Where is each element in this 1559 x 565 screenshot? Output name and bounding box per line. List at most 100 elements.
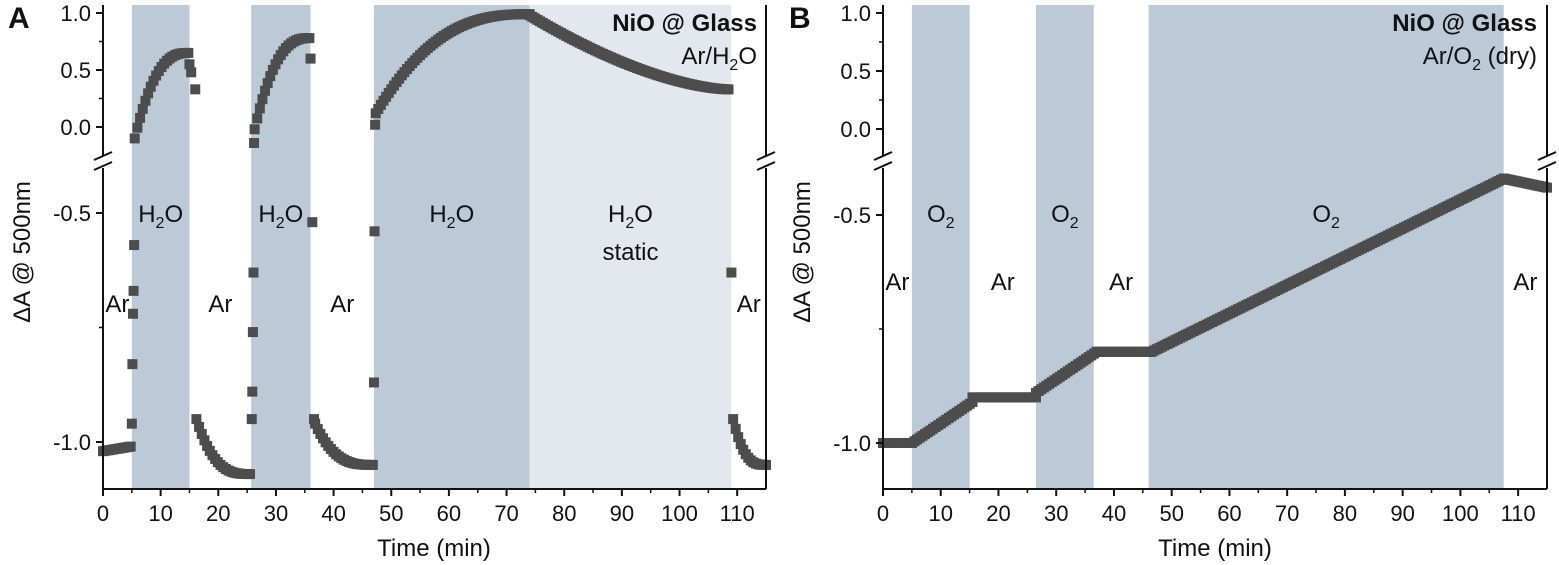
- y-tick-label: 0.5: [60, 58, 91, 83]
- region-label: Ar: [1513, 269, 1537, 296]
- data-point: [723, 84, 734, 95]
- y-tick-label: 0.0: [60, 115, 91, 140]
- data-point: [196, 428, 207, 439]
- y-tick-label: -0.5: [53, 201, 91, 226]
- x-tick-label: 100: [661, 501, 698, 526]
- sample-subtitle: Ar/H2O: [681, 43, 757, 74]
- region-label: H2O: [608, 201, 653, 232]
- data-point: [129, 240, 140, 251]
- data-point: [368, 377, 379, 388]
- data-point: [307, 217, 318, 228]
- axis-break-gap: [1537, 157, 1557, 167]
- data-point: [245, 469, 256, 480]
- y-tick-label: -0.5: [833, 203, 871, 228]
- y-tick-label: -1.0: [833, 431, 871, 456]
- y-tick-label: 0.5: [840, 59, 871, 84]
- data-point: [135, 112, 146, 123]
- data-point: [246, 414, 257, 425]
- y-axis-label: ΔA @ 500nm: [789, 181, 816, 323]
- axes: 0 10 20 30 40 50 60 70 80 90 100 110 0.0 0.5 1.0 -0.5 -1…: [833, 1, 1557, 526]
- x-tick-label: 20: [206, 501, 230, 526]
- y-axis-label: ΔA @ 500nm: [9, 181, 36, 323]
- data-markers: [878, 173, 1552, 448]
- axis-break-gap: [873, 157, 893, 167]
- sample-title: NiO @ Glass: [1392, 10, 1537, 37]
- x-tick-label: 100: [1442, 501, 1479, 526]
- region-label: H2O: [138, 201, 183, 232]
- panel-letter: B: [789, 2, 811, 35]
- x-tick-label: 30: [1044, 501, 1068, 526]
- data-point: [191, 414, 202, 425]
- region-dark: [251, 5, 311, 489]
- region-label: static: [603, 239, 659, 266]
- data-point: [265, 71, 276, 82]
- region-label: Ar: [737, 291, 761, 318]
- x-tick-label: 70: [1275, 501, 1299, 526]
- data-point: [183, 47, 194, 58]
- data-point: [247, 386, 258, 397]
- x-tick-label: 50: [1159, 501, 1183, 526]
- region-dark: [131, 5, 190, 489]
- data-point: [128, 285, 139, 296]
- region-label: Ar: [105, 291, 129, 318]
- x-tick-label: 60: [1217, 501, 1241, 526]
- region-label: O2: [1312, 201, 1340, 232]
- data-point: [249, 137, 260, 148]
- region-label: Ar: [885, 269, 909, 296]
- data-point: [735, 439, 746, 450]
- data-point: [127, 359, 138, 370]
- data-point: [733, 432, 744, 443]
- axis-break-mark: [756, 161, 776, 171]
- axis-break-mark: [756, 151, 776, 161]
- data-point: [140, 95, 151, 106]
- data-point: [728, 414, 739, 425]
- data-point: [129, 133, 140, 144]
- data-point: [370, 119, 381, 130]
- x-tick-label: 40: [1102, 501, 1126, 526]
- data-point: [252, 113, 263, 124]
- panel-b-chart: B Ar O2 Ar O2 Ar O2 Ar 0 10 20 30 40 50 60 70 80 90 100 1…: [789, 1, 1557, 562]
- axis-break-gap: [756, 157, 776, 167]
- x-tick-label: 80: [1333, 501, 1357, 526]
- data-point: [186, 67, 197, 78]
- x-tick-label: 40: [321, 501, 345, 526]
- region-labels: Ar H2O Ar H2O Ar H2O H2O static Ar: [105, 201, 760, 318]
- x-tick-label: 0: [877, 501, 889, 526]
- x-tick-label: 90: [1390, 501, 1414, 526]
- x-tick-label: 110: [1501, 501, 1536, 526]
- data-point: [304, 33, 315, 44]
- region-labels: Ar O2 Ar O2 Ar O2 Ar: [885, 201, 1537, 296]
- panel-letter: A: [8, 2, 30, 35]
- axis-break-mark: [93, 161, 113, 171]
- axis-break-mark: [93, 151, 113, 161]
- x-axis-label: Time (min): [377, 535, 491, 562]
- data-point: [148, 75, 159, 86]
- data-point: [132, 122, 143, 133]
- x-tick-label: 10: [928, 501, 952, 526]
- region-label: Ar: [208, 291, 232, 318]
- data-point: [247, 327, 258, 338]
- data-point: [730, 423, 741, 434]
- data-point: [257, 94, 268, 105]
- y-tick-label: 1.0: [840, 1, 871, 26]
- data-point: [137, 103, 148, 114]
- x-tick-label: 70: [494, 501, 518, 526]
- data-point: [267, 64, 278, 75]
- axis-break-gap: [93, 157, 113, 167]
- region-label: O2: [1051, 201, 1079, 232]
- axis-break-mark: [1537, 161, 1557, 171]
- axis-break-mark: [873, 161, 893, 171]
- x-tick-label: 30: [264, 501, 288, 526]
- axis-break-mark: [873, 151, 893, 161]
- panel-a-chart: A Ar H2O Ar H2O Ar H2O H2O static Ar 0 10 20 30 40 50…: [8, 1, 776, 562]
- x-tick-label: 60: [437, 501, 461, 526]
- y-tick-label: 0.0: [840, 117, 871, 142]
- region-dark: [1036, 5, 1094, 489]
- data-point: [260, 85, 271, 96]
- x-tick-label: 80: [552, 501, 576, 526]
- region-label: Ar: [330, 291, 354, 318]
- region-dark: [1148, 5, 1504, 489]
- data-point: [262, 78, 273, 89]
- sample-title: NiO @ Glass: [612, 10, 757, 37]
